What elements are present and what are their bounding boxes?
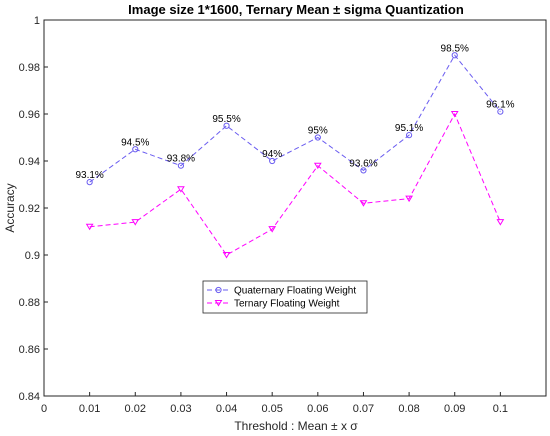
- series-layer: [85, 52, 505, 259]
- data-point: [222, 252, 231, 259]
- y-tick-label: 0.86: [19, 344, 40, 356]
- data-label: 95.5%: [212, 114, 240, 125]
- data-point: [405, 132, 413, 139]
- plot-area: [43, 19, 547, 397]
- series-line: [89, 112, 501, 256]
- legend-label-quaternary: Quaternary Floating Weight: [234, 286, 356, 297]
- x-axis-label: Threshold : Mean ± x σ: [234, 419, 358, 433]
- legend-marker-ternary: [214, 300, 223, 307]
- data-point: [405, 195, 413, 203]
- data-label: 93.8%: [167, 154, 195, 165]
- chart-title: Image size 1*1600, Ternary Mean ± sigma …: [128, 2, 464, 17]
- data-labels: 93.1% 94.5% 93.8% 95.5% 94% 95% 93.6% 95.1% 98.5…: [75, 43, 514, 181]
- x-tick-label: 0.09: [444, 403, 465, 415]
- x-tick-label: 0.1: [493, 403, 508, 415]
- x-tick-label: 0: [41, 403, 47, 415]
- y-tick-label: 0.98: [19, 62, 40, 74]
- series-ternary: [85, 111, 505, 259]
- series-quaternary: [86, 52, 504, 186]
- data-label: 94.5%: [121, 137, 149, 148]
- data-point: [497, 108, 504, 115]
- y-axis-label: Accuracy: [3, 183, 17, 232]
- legend-box: [202, 280, 368, 314]
- data-label: 95%: [308, 126, 328, 137]
- data-point: [314, 134, 321, 141]
- data-point: [131, 219, 140, 226]
- x-tick-label: 0.08: [398, 403, 419, 415]
- y-tick-label: 0.84: [19, 391, 40, 403]
- data-point: [269, 157, 276, 165]
- data-point: [313, 162, 322, 170]
- data-label: 96.1%: [486, 100, 514, 111]
- data-point: [359, 200, 368, 207]
- legend-marker-quaternary: [215, 286, 222, 294]
- data-point: [450, 111, 459, 118]
- data-point: [360, 167, 367, 174]
- data-point: [223, 122, 230, 129]
- data-point: [177, 162, 185, 169]
- x-tick-label: 0.05: [261, 403, 282, 415]
- x-tick-label: 0.04: [216, 403, 237, 415]
- y-tick-label: 0.92: [19, 203, 40, 215]
- series-line: [89, 54, 501, 183]
- y-tick-label: 0.94: [19, 156, 40, 168]
- data-label: 93.6%: [349, 158, 377, 169]
- y-tick-label: 1: [34, 15, 40, 27]
- x-tick-label: 0.03: [170, 403, 191, 415]
- x-axis: 0 0.01 0.02 0.03 0.04 0.05 0.06 0.07 0.08 0.09 0.1: [41, 392, 508, 415]
- data-point: [86, 179, 93, 186]
- data-point: [177, 186, 185, 193]
- y-tick-label: 0.88: [19, 297, 40, 309]
- data-point: [132, 146, 139, 153]
- data-point: [85, 223, 94, 231]
- x-tick-label: 0.07: [353, 403, 374, 415]
- data-point: [496, 219, 505, 226]
- x-tick-label: 0.01: [79, 403, 100, 415]
- y-tick-label: 0.9: [25, 250, 40, 262]
- data-label: 94%: [262, 149, 282, 160]
- data-point: [451, 52, 458, 59]
- legend-label-ternary: Ternary Floating Weight: [234, 299, 340, 310]
- y-tick-label: 0.96: [19, 109, 40, 121]
- y-axis: 0.84 0.86 0.88 0.9 0.92 0.94 0.96 0.98 1: [19, 15, 48, 403]
- data-label: 95.1%: [395, 123, 423, 134]
- legend: Quaternary Floating Weight Ternary Float…: [202, 280, 368, 314]
- data-label: 98.5%: [441, 43, 469, 54]
- x-tick-label: 0.06: [307, 403, 328, 415]
- data-point: [268, 226, 277, 233]
- data-label: 93.1%: [75, 170, 103, 181]
- x-tick-label: 0.02: [125, 403, 146, 415]
